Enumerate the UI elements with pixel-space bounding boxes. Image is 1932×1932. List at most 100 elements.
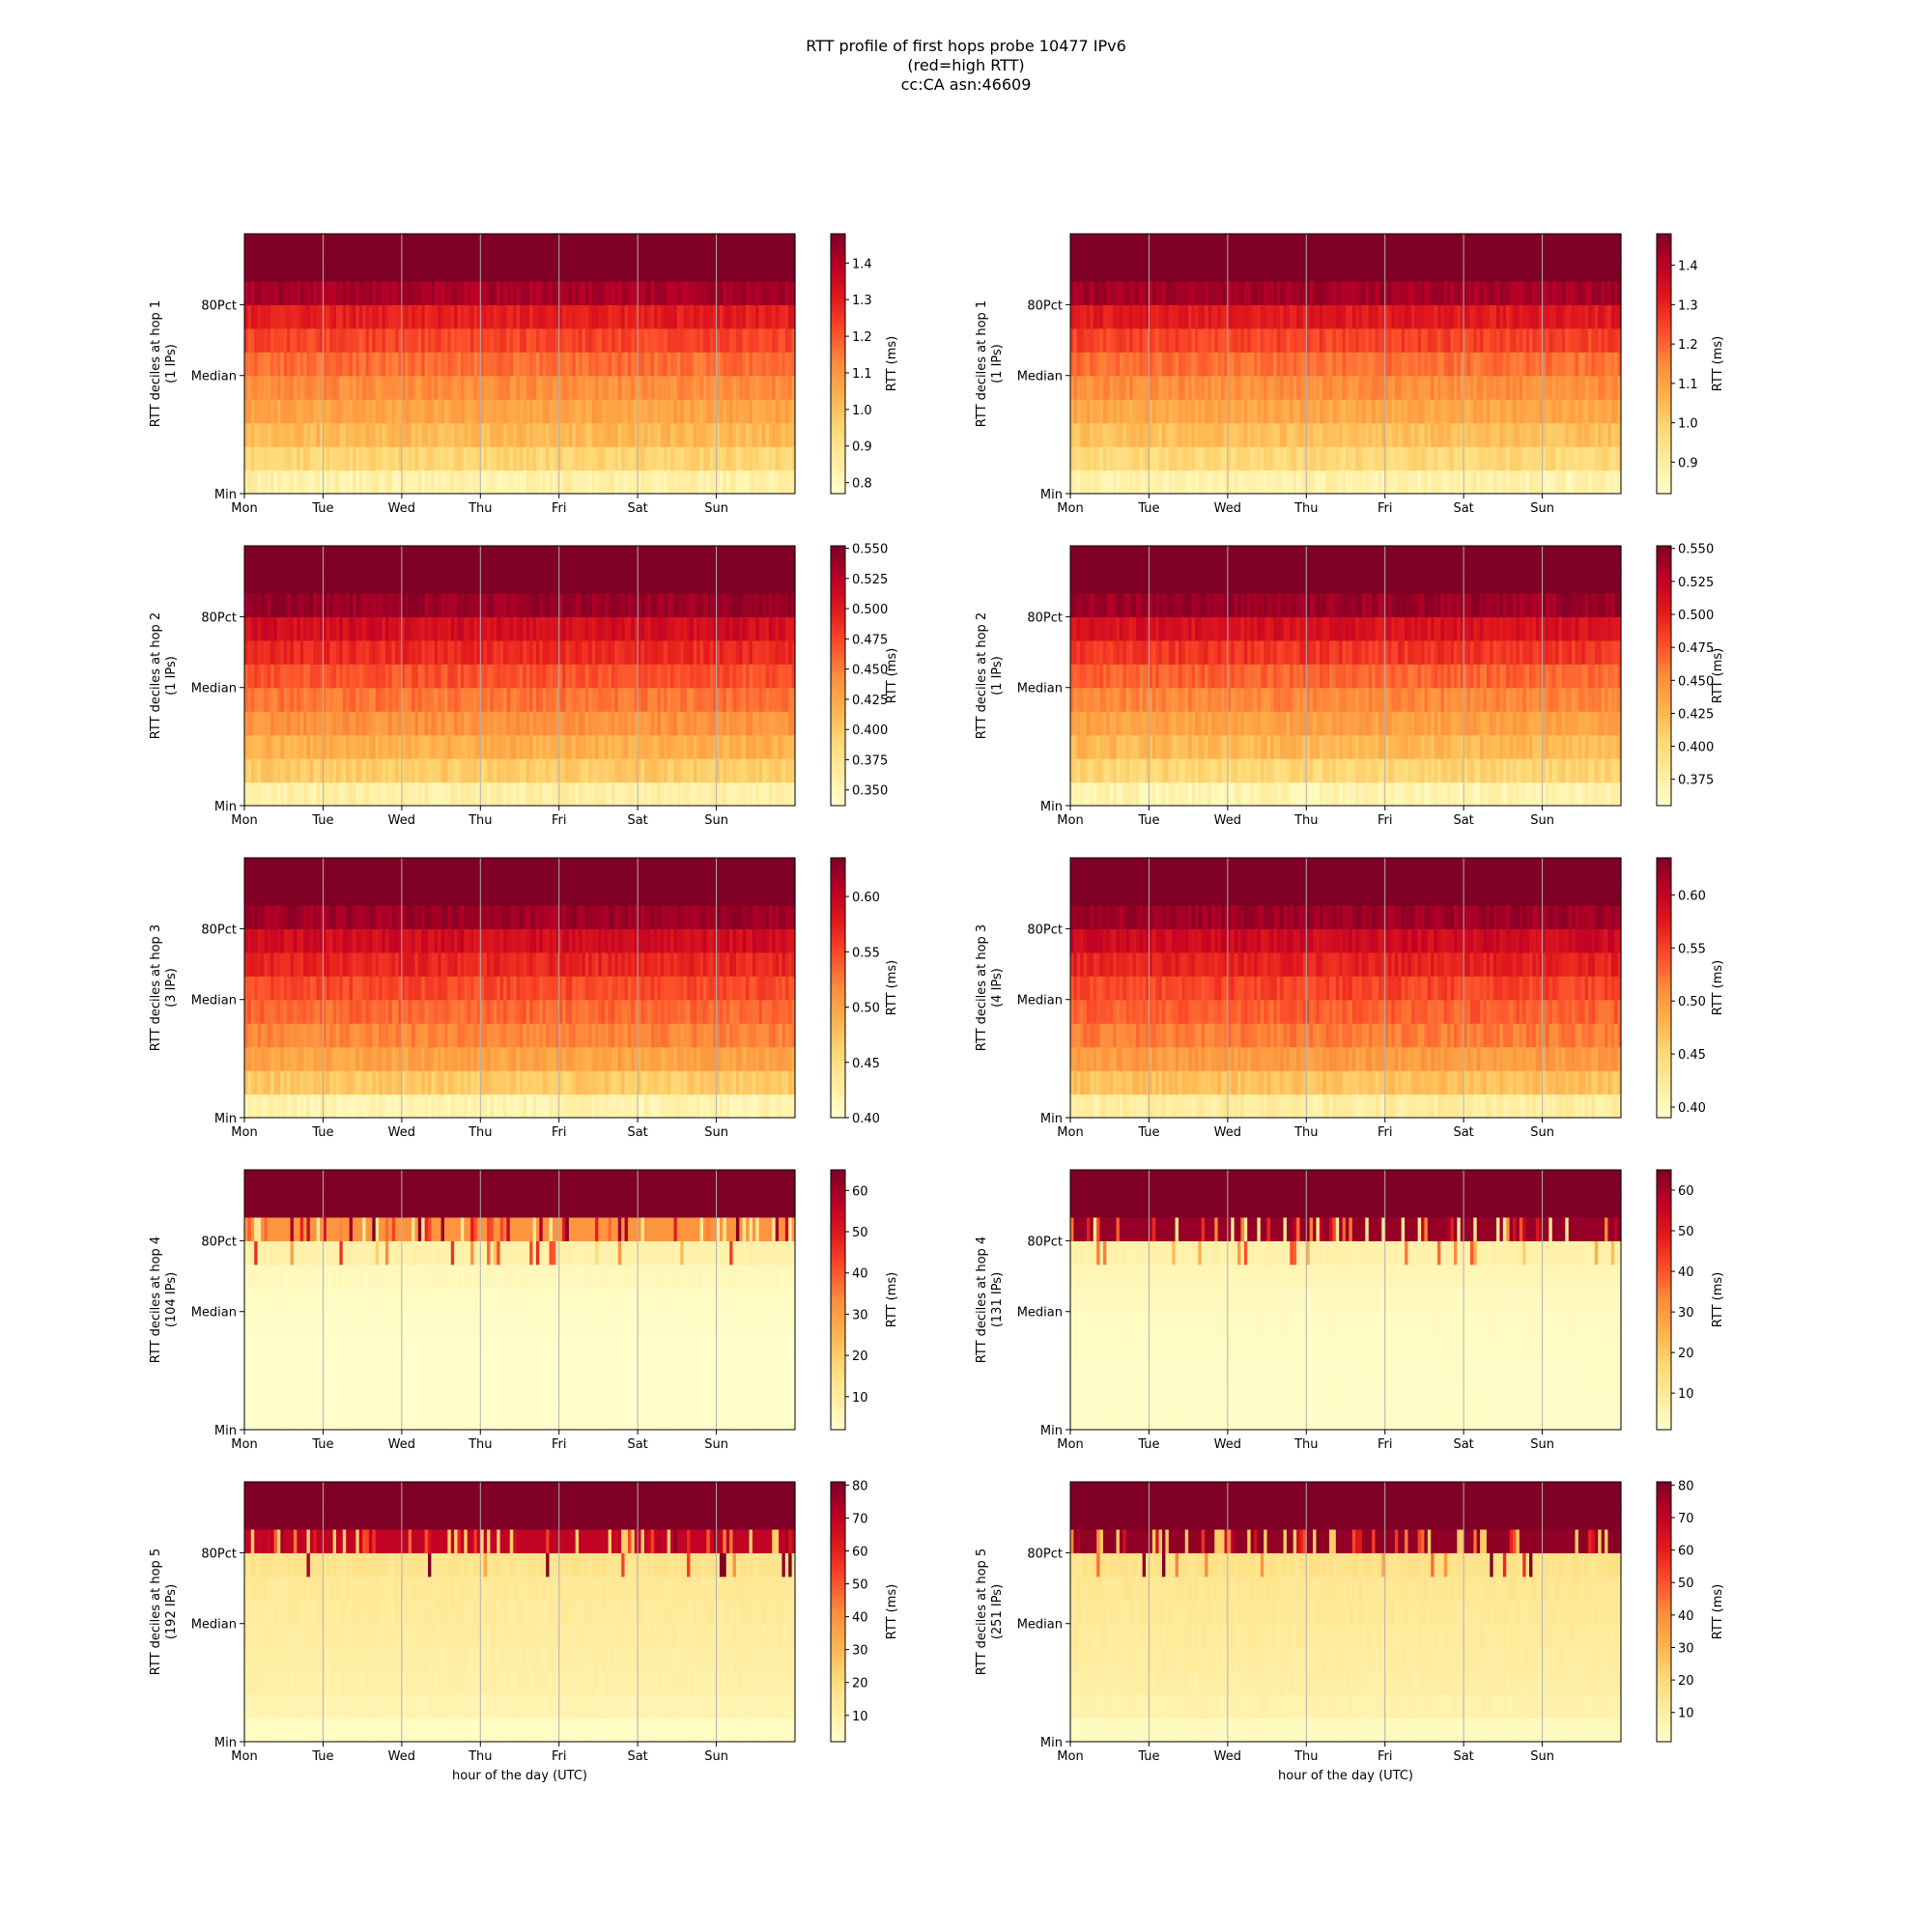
heatmap-cell (1450, 352, 1455, 377)
colorbar-tick-label: 1.2 (852, 330, 872, 345)
heatmap-cell (1572, 280, 1577, 305)
y-axis-label-ipcount: (1 IPs) (990, 344, 1005, 384)
heatmap-cell (529, 304, 534, 329)
colorbar-step (831, 238, 845, 243)
heatmap-cell (716, 469, 721, 495)
heatmap-cell (1473, 234, 1478, 259)
heatmap-cell (358, 352, 363, 377)
heatmap-cell (358, 446, 363, 471)
heatmap-cell (480, 352, 485, 377)
heatmap-cell (791, 469, 796, 495)
heatmap-cell (591, 399, 596, 424)
heatmap-cell (1545, 469, 1549, 495)
heatmap-cell (405, 257, 410, 282)
heatmap-cell (355, 569, 360, 594)
heatmap-cell (497, 234, 501, 259)
heatmap-cell (276, 687, 281, 712)
heatmap-cell (1276, 469, 1281, 495)
heatmap-cell (638, 327, 642, 353)
heatmap-cell (1073, 327, 1078, 353)
heatmap-cell (434, 758, 439, 783)
heatmap-cell (1142, 280, 1147, 305)
heatmap-cell (513, 616, 518, 641)
heatmap-cell (555, 687, 560, 712)
heatmap-cell (1158, 327, 1163, 353)
heatmap-cell (1375, 280, 1379, 305)
heatmap-cell (293, 327, 298, 353)
heatmap-cell (454, 616, 459, 641)
heatmap-cell (1102, 327, 1107, 353)
heatmap-cell (1257, 304, 1262, 329)
heatmap-cell (1545, 304, 1549, 329)
colorbar-step (1657, 363, 1671, 369)
heatmap-cell (358, 592, 363, 617)
heatmap-cell (1208, 304, 1212, 329)
heatmap-cell (1490, 375, 1494, 400)
heatmap-cell (1325, 280, 1330, 305)
heatmap-cell (1208, 280, 1212, 305)
heatmap-cell (719, 280, 724, 305)
heatmap-cell (598, 352, 603, 377)
heatmap-cell (503, 399, 508, 424)
heatmap-cell (1237, 352, 1242, 377)
heatmap-cell (431, 639, 436, 665)
heatmap-cell (1083, 304, 1088, 329)
heatmap-cell (428, 280, 432, 305)
heatmap-cell (1529, 422, 1533, 447)
heatmap-cell (1129, 327, 1134, 353)
heatmap-cell (464, 446, 469, 471)
heatmap-cell (1290, 280, 1294, 305)
heatmap-cell (464, 664, 469, 689)
heatmap-cell (303, 616, 308, 641)
heatmap-cell (765, 375, 770, 400)
heatmap-cell (431, 734, 436, 759)
heatmap-cell (526, 734, 530, 759)
heatmap-cell (450, 687, 455, 712)
heatmap-cell (457, 758, 462, 783)
heatmap-cell (1486, 327, 1491, 353)
colorbar-step (1657, 302, 1671, 308)
heatmap-cell (1132, 352, 1137, 377)
heatmap-cell (660, 446, 665, 471)
heatmap-cell (1391, 375, 1396, 400)
heatmap-cell (303, 234, 308, 259)
heatmap-cell (454, 546, 459, 571)
heatmap-cell (1424, 446, 1429, 471)
heatmap-cell (1227, 375, 1232, 400)
heatmap-cell (1178, 327, 1182, 353)
heatmap-cell (1264, 327, 1268, 353)
heatmap-cell (467, 422, 471, 447)
heatmap-cell (509, 422, 514, 447)
heatmap-cell (460, 734, 465, 759)
heatmap-cell (395, 711, 400, 736)
heatmap-cell (438, 781, 442, 807)
heatmap-cell (1083, 327, 1088, 353)
heatmap-cell (1247, 304, 1252, 329)
heatmap-cell (254, 781, 259, 807)
heatmap-cell (1519, 422, 1523, 447)
heatmap-cell (290, 616, 295, 641)
heatmap-cell (1342, 257, 1347, 282)
heatmap-cell (1532, 399, 1537, 424)
heatmap-cell (1181, 280, 1186, 305)
heatmap-cell (336, 781, 340, 807)
heatmap-cell (1099, 304, 1104, 329)
heatmap-cell (1158, 469, 1163, 495)
heatmap-cell (431, 257, 436, 282)
heatmap-cell (532, 327, 537, 353)
heatmap-cell (670, 234, 675, 259)
heatmap-cell (1227, 422, 1232, 447)
heatmap-cell (497, 664, 501, 689)
heatmap-cell (1234, 234, 1238, 259)
heatmap-cell (1414, 399, 1419, 424)
heatmap-cell (467, 639, 471, 665)
heatmap-cell (1565, 257, 1570, 282)
heatmap-cell (297, 616, 301, 641)
heatmap-cell (683, 399, 688, 424)
heatmap-cell (1410, 280, 1415, 305)
heatmap-cell (1194, 375, 1199, 400)
heatmap-cell (526, 234, 530, 259)
heatmap-cell (1407, 327, 1412, 353)
heatmap-cell (342, 446, 347, 471)
heatmap-cell (1076, 304, 1081, 329)
